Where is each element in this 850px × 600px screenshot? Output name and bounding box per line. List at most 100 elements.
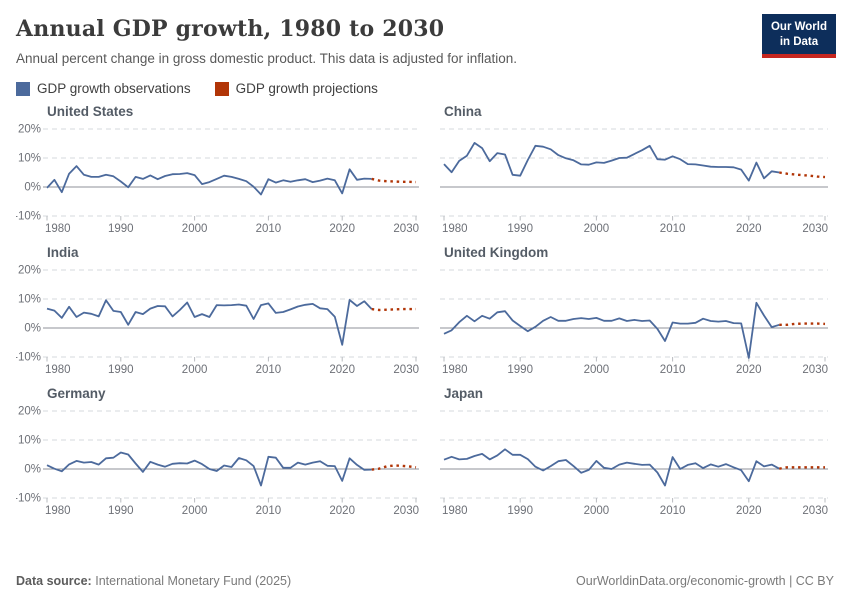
projections-line[interactable] [779,322,826,326]
observations-line[interactable] [46,299,373,346]
legend: GDP growth observations GDP growth proje… [16,81,834,96]
y-axis-label: -10% [16,493,41,505]
x-axis-label: 2000 [584,505,610,517]
gdp-line-chart[interactable]: 20% 10% 0% -10% 1980 1990 2000 2010 2020 2030 [14,122,420,236]
gdp-line-chart[interactable]: 1980 1990 2000 2010 2020 2030 [430,404,834,518]
x-axis-label: 2030 [802,364,828,376]
x-axis-label: 2030 [802,223,828,235]
panel-title-japan: Japan [444,386,484,401]
x-axis-label: 2000 [584,223,610,235]
x-axis-label: 2020 [736,223,762,235]
y-axis-label: 10% [18,153,41,165]
y-axis-label: -10% [16,352,41,364]
plot-china[interactable]: 1980 1990 2000 2010 2020 2030 [430,122,834,236]
gdp-line-chart[interactable]: 20% 10% 0% -10% 1980 1990 2000 2010 2020 2030 [14,404,420,518]
attribution-link[interactable]: OurWorldinData.org/economic-growth | CC … [576,574,834,588]
legend-item-observations[interactable]: GDP growth observations [16,81,191,96]
projections-line[interactable] [371,307,416,312]
chart-grid: United States 20% 10% 0% -10% 1980 1990 2000 20… [14,104,834,518]
y-axis-label: -10% [16,211,41,223]
panel-japan: Japan 1980 1990 2000 2010 2020 2030 [430,386,834,518]
x-axis-label: 1980 [45,364,71,376]
gdp-line-chart[interactable]: 20% 10% 0% -10% 1980 1990 2000 2010 2020 2030 [14,263,420,377]
x-axis-label: 2020 [329,505,355,517]
observations-line[interactable] [443,301,780,359]
x-axis-label: 2010 [660,223,686,235]
x-axis-label: 2000 [182,223,208,235]
panel-title-united-kingdom: United Kingdom [444,245,549,260]
plot-germany[interactable]: 20% 10% 0% -10% 1980 1990 2000 2010 2020 2030 [14,404,420,518]
panel-title-india: India [47,245,79,260]
x-axis-label: 1980 [442,505,468,517]
projections-swatch [214,81,229,96]
observations-line[interactable] [443,141,780,182]
observations-swatch [16,81,30,96]
x-axis-label: 2010 [256,223,282,235]
x-axis-label: 1980 [442,223,468,235]
x-axis-label: 2010 [660,505,686,517]
x-axis-label: 2030 [393,364,419,376]
x-axis-label: 2020 [736,364,762,376]
plot-japan[interactable]: 1980 1990 2000 2010 2020 2030 [430,404,834,518]
x-axis-label: 1990 [507,364,533,376]
y-axis-label: 10% [18,435,41,447]
panel-india: India 20% 10% 0% -10% 1980 1990 2000 2010 2020 20… [14,245,420,377]
owid-logo[interactable]: Our World in Data [761,14,836,58]
x-axis-label: 2010 [660,364,686,376]
chart-subtitle: Annual percent change in gross domestic … [16,51,518,66]
projections-line[interactable] [371,464,417,471]
owid-logo-line2: in Data [779,35,819,48]
x-axis-label: 1990 [108,223,134,235]
gdp-line-chart[interactable]: 1980 1990 2000 2010 2020 2030 [430,263,834,377]
owid-logo-line1: Our World [770,21,827,33]
x-axis-label: 2020 [736,505,762,517]
projections-line[interactable] [371,177,417,184]
x-axis-label: 2030 [393,223,419,235]
page-title: Annual GDP growth, 1980 to 2030 [16,16,445,42]
panel-china: China 1980 1990 2000 2010 2020 2030 [430,104,834,236]
observations-line[interactable] [443,448,780,487]
x-axis-label: 2030 [802,505,828,517]
x-axis-label: 2010 [256,364,282,376]
legend-observations-label: GDP growth observations [37,81,191,96]
x-axis-label: 1990 [108,364,134,376]
panel-united-states: United States 20% 10% 0% -10% 1980 1990 2000 20… [14,104,420,236]
data-source-value: International Monetary Fund (2025) [95,574,292,588]
projections-line[interactable] [779,171,826,179]
legend-item-projections[interactable]: GDP growth projections [214,81,378,96]
data-source-label: Data source: [16,574,92,588]
x-axis-label: 2000 [182,364,208,376]
y-axis-label: 10% [18,294,41,306]
projections-line[interactable] [779,466,825,470]
panel-title-germany: Germany [47,386,106,401]
y-axis-label: 20% [18,265,41,277]
gdp-line-chart[interactable]: 1980 1990 2000 2010 2020 2030 [430,122,834,236]
plot-india[interactable]: 20% 10% 0% -10% 1980 1990 2000 2010 2020 2030 [14,263,420,377]
panel-united-kingdom: United Kingdom 1980 1990 2000 2010 2020 2030 [430,245,834,377]
panel-title-united-states: United States [47,104,134,119]
legend-projections-label: GDP growth projections [235,81,378,96]
x-axis-label: 2000 [182,505,208,517]
x-axis-label: 2030 [393,505,419,517]
plot-united-states[interactable]: 20% 10% 0% -10% 1980 1990 2000 2010 2020 2030 [14,122,420,236]
x-axis-label: 2020 [329,364,355,376]
x-axis-label: 2020 [329,223,355,235]
observations-line[interactable] [46,165,372,196]
x-axis-label: 1980 [442,364,468,376]
chart-footer: Data source: International Monetary Fund… [16,574,834,588]
x-axis-label: 2000 [584,364,610,376]
y-axis-label: 20% [18,406,41,418]
y-axis-label: 0% [24,182,41,194]
panel-title-china: China [444,104,482,119]
panel-germany: Germany 20% 10% 0% -10% 1980 1990 2000 2010 2020… [14,386,420,518]
y-axis-label: 0% [24,464,41,476]
chart-header: Annual GDP growth, 1980 to 2030 Annual p… [16,14,836,81]
plot-united-kingdom[interactable]: 1980 1990 2000 2010 2020 2030 [430,263,834,377]
x-axis-label: 1990 [108,505,134,517]
x-axis-label: 1980 [45,223,71,235]
data-source: Data source: International Monetary Fund… [16,574,291,588]
y-axis-label: 0% [24,323,41,335]
observations-line[interactable] [46,451,372,487]
x-axis-label: 1990 [507,223,533,235]
